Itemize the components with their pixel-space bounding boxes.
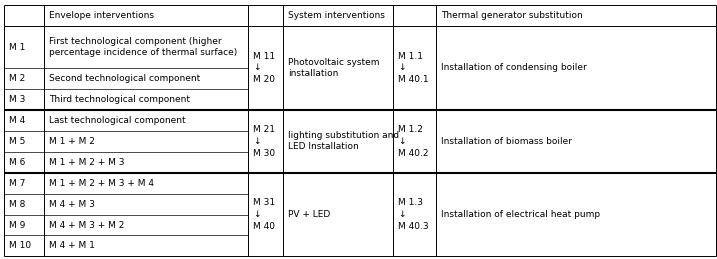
- Text: Third technological component: Third technological component: [49, 95, 191, 104]
- Text: M 7: M 7: [9, 179, 25, 188]
- Text: M 10: M 10: [9, 241, 31, 250]
- Text: M 6: M 6: [9, 158, 25, 167]
- Text: Photovoltaic system
installation: Photovoltaic system installation: [288, 58, 380, 78]
- Text: Thermal generator substitution: Thermal generator substitution: [441, 11, 583, 20]
- Text: lighting substitution and
LED Installation: lighting substitution and LED Installati…: [288, 131, 399, 151]
- Text: M 4 + M 3 + M 2: M 4 + M 3 + M 2: [49, 220, 125, 229]
- Text: M 11
↓
M 20: M 11 ↓ M 20: [253, 52, 275, 84]
- Text: M 1.3
↓
M 40.3: M 1.3 ↓ M 40.3: [398, 198, 429, 231]
- Text: Last technological component: Last technological component: [49, 116, 186, 125]
- Text: M 1.1
↓
M 40.1: M 1.1 ↓ M 40.1: [398, 52, 429, 84]
- Text: M 21
↓
M 30: M 21 ↓ M 30: [253, 125, 275, 157]
- Text: M 1.2
↓
M 40.2: M 1.2 ↓ M 40.2: [398, 125, 429, 157]
- Text: M 4: M 4: [9, 116, 25, 125]
- Text: First technological component (higher
percentage incidence of thermal surface): First technological component (higher pe…: [49, 37, 238, 57]
- Text: M 3: M 3: [9, 95, 25, 104]
- Text: M 1: M 1: [9, 42, 25, 52]
- Text: M 4 + M 3: M 4 + M 3: [49, 200, 95, 208]
- Text: M 9: M 9: [9, 220, 25, 229]
- Text: M 1 + M 2 + M 3 + M 4: M 1 + M 2 + M 3 + M 4: [49, 179, 154, 188]
- Text: M 5: M 5: [9, 137, 25, 146]
- Text: Installation of biomass boiler: Installation of biomass boiler: [441, 137, 572, 146]
- Text: M 1 + M 2 + M 3: M 1 + M 2 + M 3: [49, 158, 125, 167]
- Text: Installation of electrical heat pump: Installation of electrical heat pump: [441, 210, 600, 219]
- Text: PV + LED: PV + LED: [288, 210, 331, 219]
- Text: System interventions: System interventions: [288, 11, 385, 20]
- Text: Envelope interventions: Envelope interventions: [49, 11, 154, 20]
- Text: M 1 + M 2: M 1 + M 2: [49, 137, 95, 146]
- Text: Second technological component: Second technological component: [49, 74, 201, 83]
- Text: M 4 + M 1: M 4 + M 1: [49, 241, 95, 250]
- Text: Installation of condensing boiler: Installation of condensing boiler: [441, 63, 587, 73]
- Text: M 31
↓
M 40: M 31 ↓ M 40: [253, 198, 275, 231]
- Text: M 2: M 2: [9, 74, 25, 83]
- Text: M 8: M 8: [9, 200, 25, 208]
